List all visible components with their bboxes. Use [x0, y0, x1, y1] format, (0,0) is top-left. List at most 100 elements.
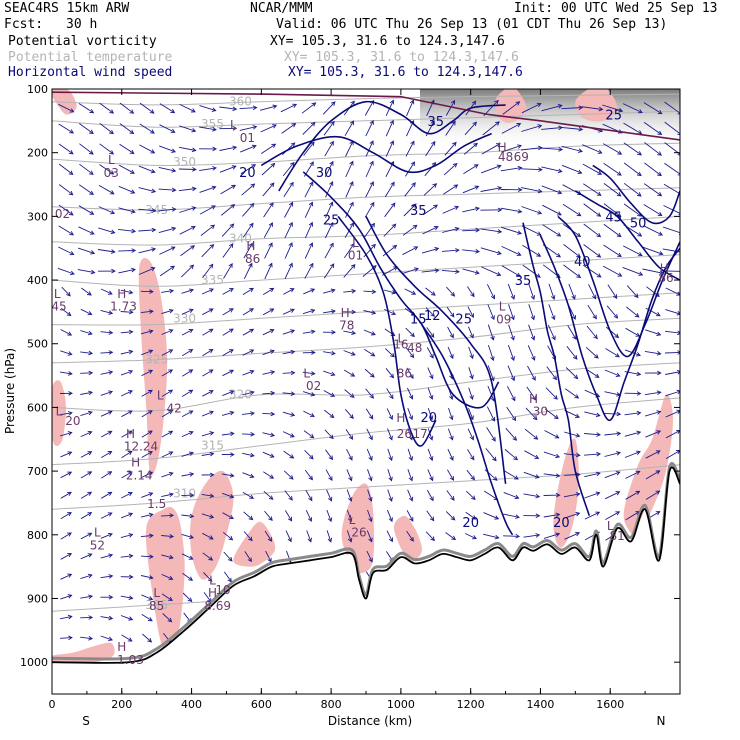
wind-vector — [304, 263, 314, 279]
wind-vector-head — [148, 471, 154, 476]
wind-vector — [262, 432, 275, 437]
wind-vector — [262, 308, 274, 316]
wind-vector-head — [655, 470, 661, 475]
wind-vector — [80, 512, 92, 520]
wind-vector — [302, 330, 315, 334]
wind-vector-head — [249, 308, 255, 313]
wind-vector — [544, 408, 559, 419]
wind-vector — [407, 469, 413, 481]
wind-vector-head — [108, 370, 114, 375]
wind-vector-head — [212, 127, 217, 132]
theta-label-305: 305 — [145, 598, 168, 612]
wind-vector — [624, 431, 641, 437]
wind-vector — [242, 412, 255, 415]
wind-vector-head — [410, 161, 416, 167]
wind-vector-head — [372, 265, 377, 270]
wind-vector-head — [533, 435, 539, 440]
wind-vector-head — [495, 121, 500, 126]
wind-vector — [367, 489, 372, 502]
wind-vector-head — [408, 415, 414, 421]
wind-vector — [501, 265, 521, 277]
wind-vector — [60, 573, 72, 580]
wind-vector-head — [350, 372, 356, 377]
wind-vector — [59, 371, 72, 375]
wind-contour-10 — [592, 164, 680, 225]
wind-vector-head — [247, 557, 252, 563]
x-tick-label: 400 — [181, 698, 202, 711]
wind-vector — [482, 533, 499, 539]
wind-vector-head — [328, 496, 333, 502]
wind-vector — [383, 223, 396, 237]
wind-vector — [282, 308, 295, 315]
wind-vector-head — [494, 99, 499, 105]
wind-vector — [507, 365, 515, 381]
wind-vector — [324, 429, 334, 439]
theta-label-350: 350 — [173, 155, 196, 169]
wind-vector-head — [454, 205, 460, 210]
wind-vector-head — [555, 453, 561, 459]
wind-vector-head — [349, 222, 354, 227]
wind-vector — [284, 242, 293, 259]
wind-vector-head — [530, 295, 536, 300]
wind-vector-head — [170, 108, 176, 114]
wind-vector-head — [615, 372, 621, 377]
wind-vector-head — [551, 335, 556, 341]
wind-vector-head — [232, 106, 238, 112]
wind-vector-head — [69, 108, 75, 113]
wind-vector — [502, 101, 520, 115]
wind-vector-head — [577, 169, 583, 175]
wind-vector — [60, 615, 72, 620]
wind-vector-head — [227, 556, 233, 562]
wind-vector-head — [451, 120, 456, 126]
pv-extremum-label: 48 — [498, 150, 513, 164]
pv-extremum-label: L — [499, 300, 506, 314]
wind-vector-head — [87, 451, 93, 456]
wind-vector — [487, 344, 494, 361]
wind-vector-head — [188, 349, 194, 354]
wind-vector — [583, 244, 601, 258]
x-tick-label: 1000 — [387, 698, 415, 711]
wind-vector-head — [271, 143, 277, 148]
wind-vector-head — [212, 146, 218, 152]
wind-vector-head — [576, 211, 582, 217]
wind-vector — [623, 182, 642, 197]
wind-vector — [118, 268, 136, 274]
wind-vector-head — [634, 293, 639, 299]
wind-vector — [201, 244, 214, 258]
wind-vector-head — [657, 109, 663, 115]
wind-vector — [447, 448, 454, 461]
wind-contour-7 — [539, 235, 680, 422]
wind-vector — [584, 453, 601, 456]
wind-vector — [365, 140, 374, 157]
wind-vector-head — [429, 516, 435, 522]
wind-vector-head — [188, 308, 194, 313]
wind-vector-head — [129, 129, 135, 135]
wind-vector-head — [575, 433, 581, 438]
wind-vector — [120, 311, 133, 313]
wind-vector-head — [289, 181, 294, 187]
wind-vector — [161, 554, 174, 559]
wind-vector — [625, 470, 640, 479]
wind-speed-label: 20 — [462, 516, 479, 531]
wind-vector — [303, 430, 314, 439]
wind-vector-head — [596, 253, 602, 258]
wind-vector — [100, 288, 113, 295]
wind-vector — [462, 268, 480, 274]
wind-vector — [221, 411, 234, 416]
wind-vector — [80, 351, 93, 354]
wind-vector — [260, 143, 276, 154]
field-potential-vorticity: Potential vorticity — [8, 34, 157, 49]
wind-vector-head — [636, 430, 642, 436]
wind-vector — [584, 511, 600, 520]
wind-vector — [199, 205, 216, 215]
wind-vector — [141, 594, 153, 600]
wind-vector — [243, 531, 253, 541]
wind-vector-head — [149, 554, 154, 559]
wind-vector — [80, 636, 93, 640]
wind-vector — [121, 430, 133, 438]
wind-vector — [181, 452, 194, 457]
wind-vector — [366, 550, 373, 562]
tropopause-line — [52, 91, 680, 141]
wind-vector — [564, 512, 580, 519]
wind-vector — [442, 227, 459, 233]
